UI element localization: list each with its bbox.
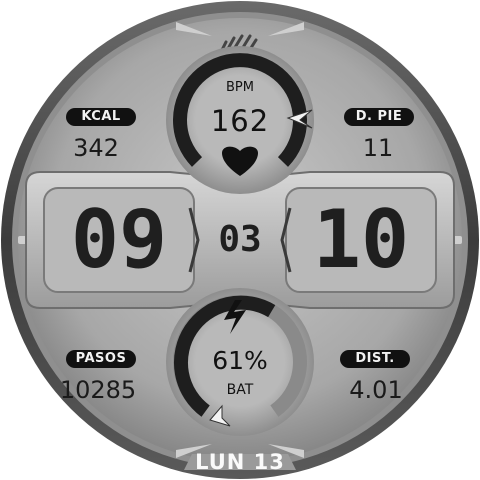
- minutes-digits: 10: [312, 193, 410, 286]
- battery-value: 61%: [212, 346, 268, 375]
- steps-value: 10285: [59, 376, 137, 404]
- minutes-window: [285, 187, 437, 293]
- steps-label: PASOS: [66, 350, 136, 368]
- lightning-bolt-icon: [224, 300, 246, 334]
- battery-gauge-arc: [173, 295, 276, 417]
- heart-icon: [222, 146, 258, 176]
- calories-label: KCAL: [66, 108, 136, 126]
- divider-right: [280, 207, 292, 273]
- hours-window: [43, 187, 195, 293]
- floors-label: D. PIE: [344, 108, 414, 126]
- battery-label: BAT: [226, 382, 254, 398]
- bpm-value: 162: [210, 104, 270, 138]
- date-text: LUN 13: [195, 450, 285, 474]
- floors-value: 11: [362, 134, 394, 162]
- distance-value: 4.01: [349, 376, 403, 404]
- date-plate: [184, 454, 296, 470]
- divider-left: [188, 207, 200, 273]
- bpm-pointer-icon: [286, 109, 313, 129]
- seconds-digits: 03: [218, 219, 262, 260]
- bpm-gauge-arc: [173, 53, 307, 167]
- calories-value: 342: [73, 134, 119, 162]
- distance-label: DIST.: [340, 350, 410, 368]
- bpm-complication-bg: [166, 46, 314, 194]
- bpm-label: BPM: [226, 80, 254, 95]
- hours-digits: 09: [70, 193, 168, 286]
- battery-pointer-icon: [209, 404, 231, 427]
